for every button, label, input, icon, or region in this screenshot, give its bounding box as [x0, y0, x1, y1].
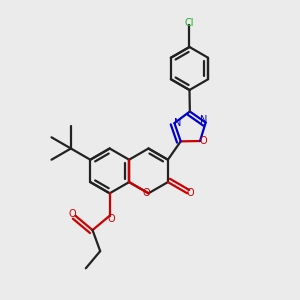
- Text: N: N: [200, 115, 208, 125]
- Text: Cl: Cl: [185, 18, 194, 28]
- Text: O: O: [200, 136, 207, 146]
- Text: O: O: [107, 214, 115, 224]
- Text: O: O: [186, 188, 194, 198]
- Text: O: O: [69, 209, 76, 219]
- Text: O: O: [142, 188, 150, 198]
- Text: N: N: [174, 118, 182, 128]
